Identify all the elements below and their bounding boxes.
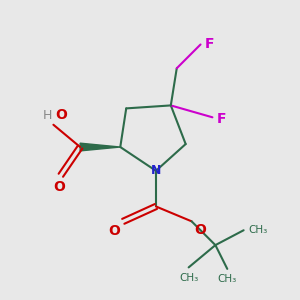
Text: O: O: [195, 223, 206, 237]
Text: H: H: [43, 109, 52, 122]
Text: N: N: [151, 164, 161, 177]
Text: CH₃: CH₃: [218, 274, 237, 284]
Text: F: F: [205, 38, 214, 52]
Text: O: O: [55, 108, 67, 122]
Text: CH₃: CH₃: [248, 225, 267, 235]
Text: F: F: [217, 112, 226, 126]
Text: O: O: [108, 224, 120, 238]
Text: CH₃: CH₃: [179, 273, 198, 283]
Text: O: O: [53, 180, 65, 194]
Polygon shape: [80, 143, 120, 151]
